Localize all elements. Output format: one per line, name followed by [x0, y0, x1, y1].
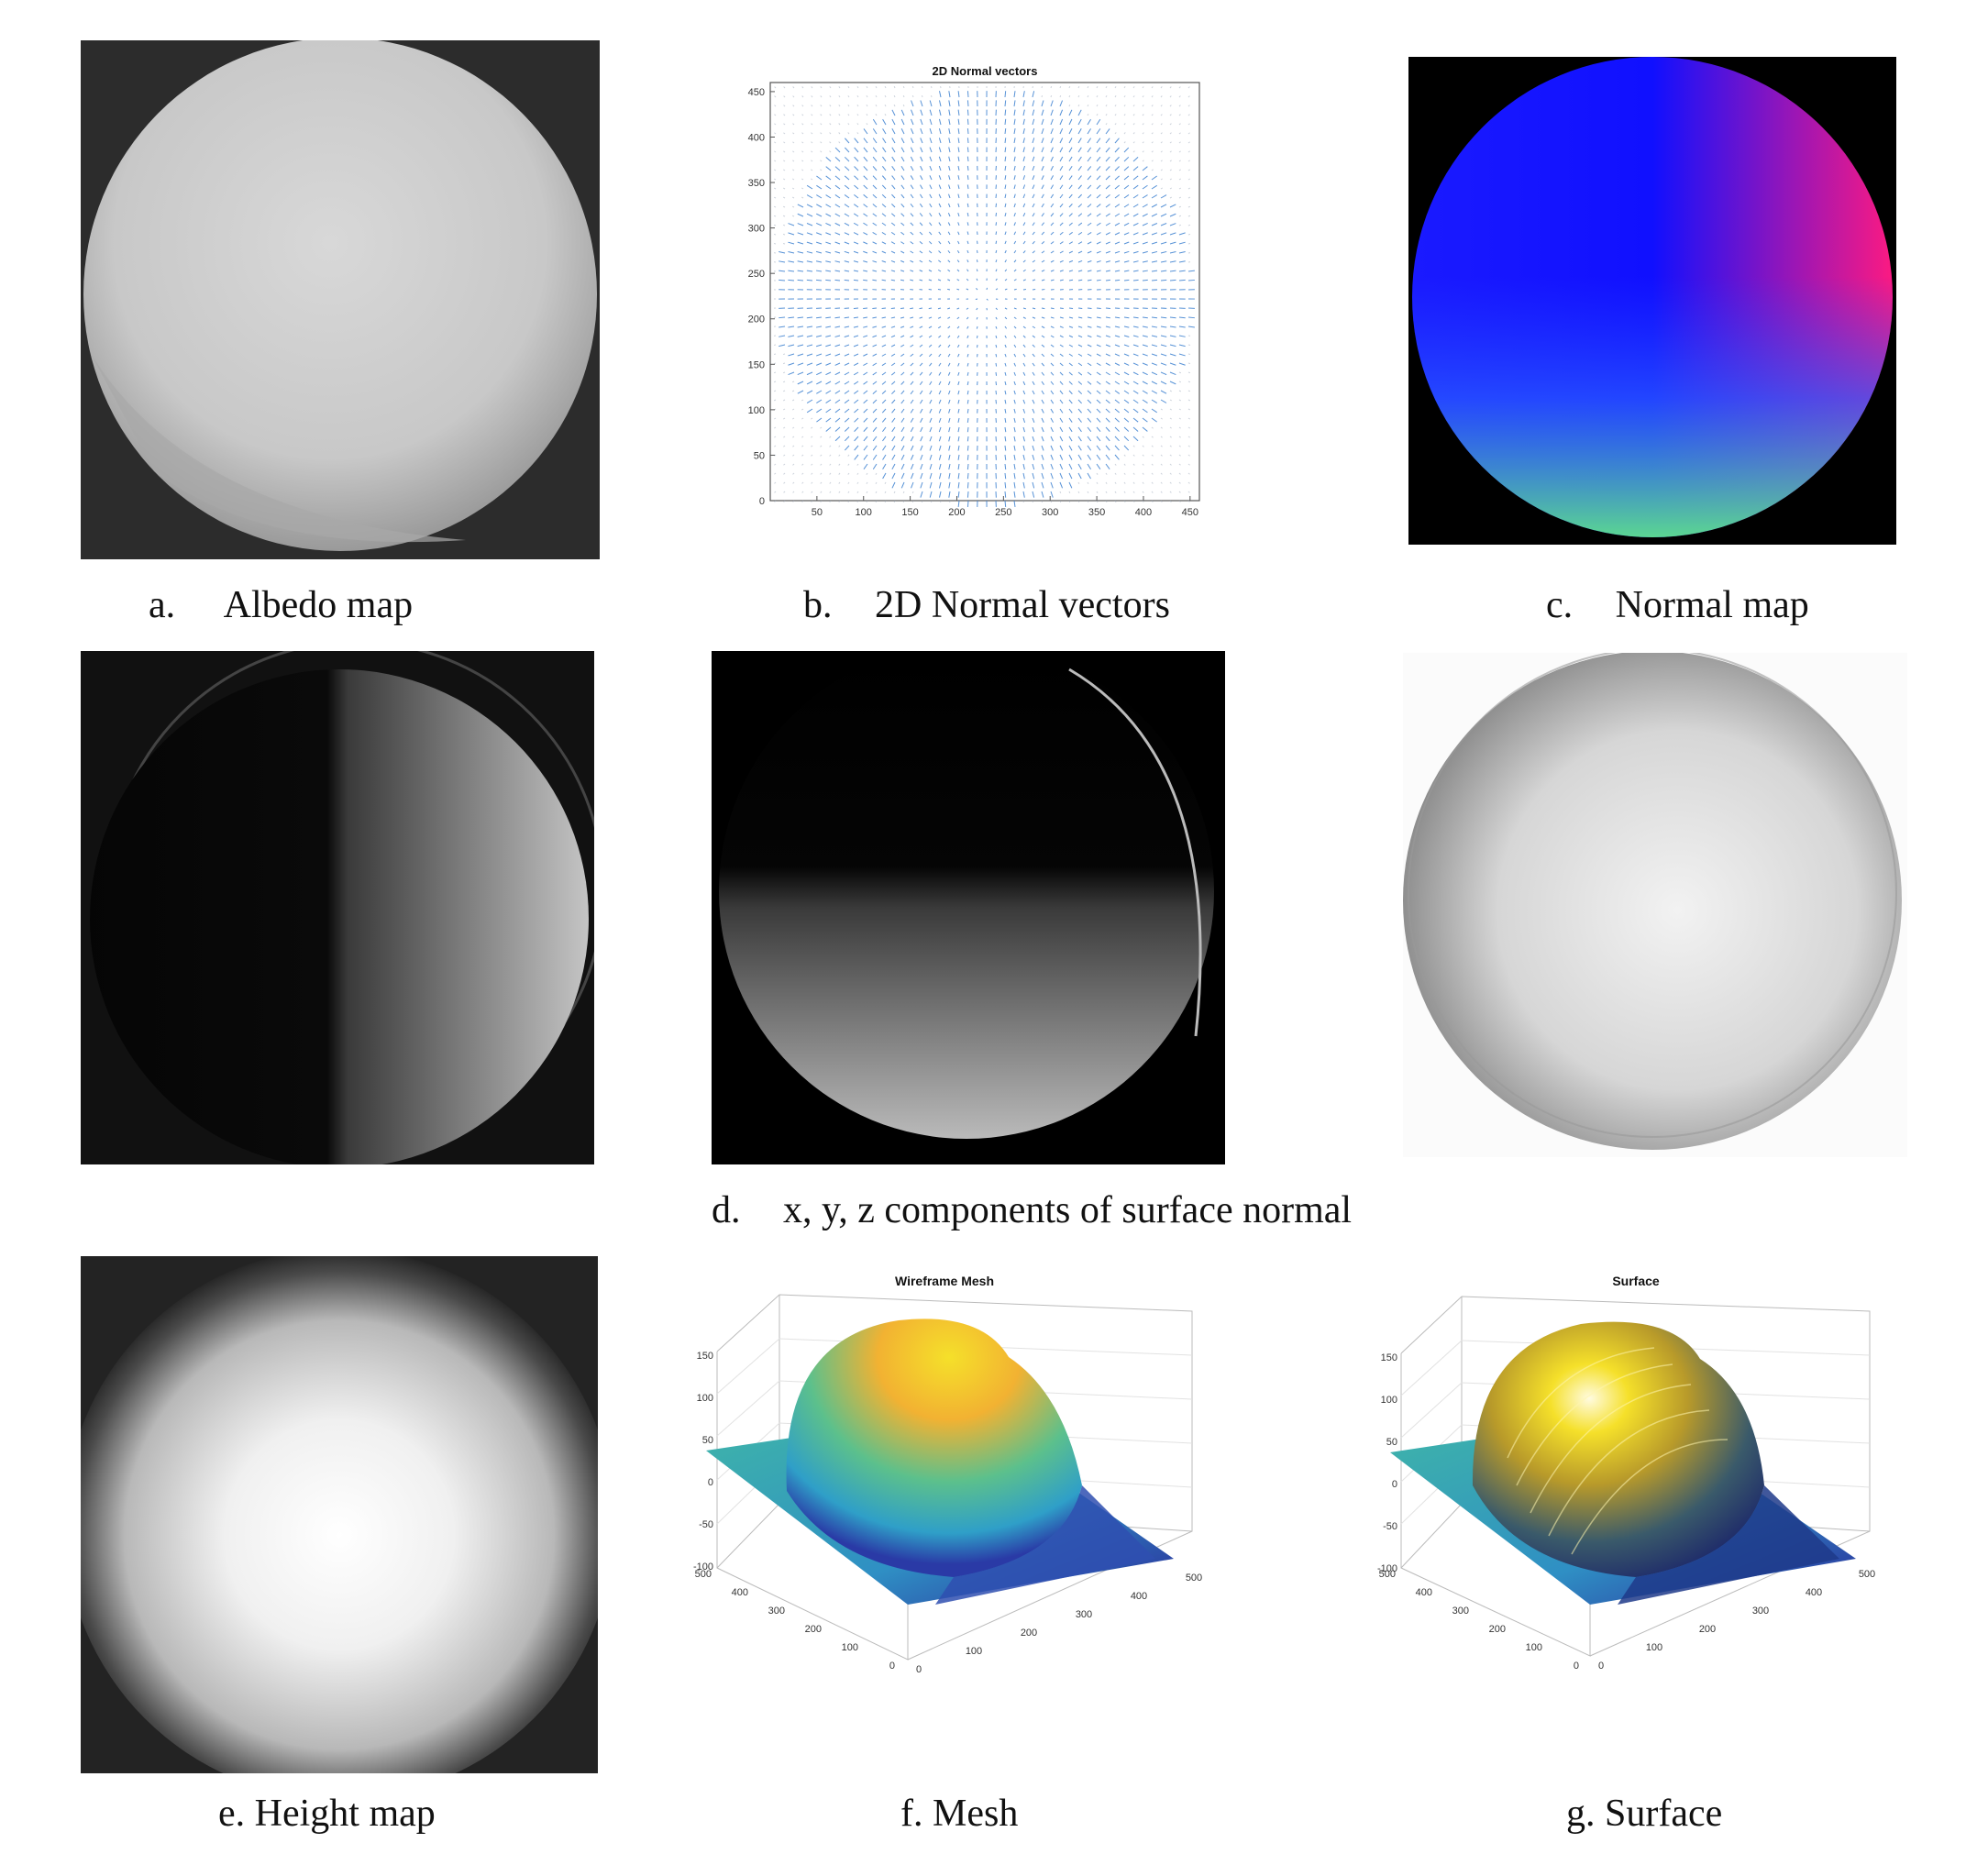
normal-map-image	[1408, 57, 1896, 545]
x-tick: 500	[1186, 1573, 1202, 1584]
mesh-title: Wireframe Mesh	[895, 1274, 994, 1288]
z-tick: -50	[1383, 1521, 1397, 1532]
quiver-y-tick: 50	[754, 450, 765, 461]
caption-c: c. Normal map	[1546, 583, 1809, 627]
y-tick: 500	[1379, 1569, 1396, 1580]
x-tick: 500	[1859, 1569, 1875, 1580]
x-tick: 100	[1646, 1642, 1662, 1653]
x-tick: 400	[1131, 1591, 1147, 1602]
caption-b: b. 2D Normal vectors	[803, 583, 1170, 627]
normal-y-component-image	[712, 651, 1225, 1164]
quiver-x-tick: 200	[948, 507, 965, 518]
caption-g: g. Surface	[1566, 1792, 1722, 1836]
x-tick: 300	[1752, 1606, 1769, 1617]
z-tick: -50	[699, 1519, 713, 1530]
quiver-svg: 2D Normal vectors 50 100 150 200 250 300 350 40…	[724, 59, 1220, 526]
caption-e-text: e. Height map	[218, 1793, 436, 1835]
y-tick: 100	[842, 1642, 858, 1653]
x-tick: 0	[1598, 1661, 1604, 1672]
caption-c-letter: c.	[1546, 584, 1574, 626]
quiver-x-tick: 300	[1042, 507, 1058, 518]
z-tick: -100	[1377, 1563, 1397, 1574]
quiver-y-tick: 250	[748, 269, 765, 280]
quiver-y-tick: 100	[748, 405, 765, 416]
surface-title: Surface	[1612, 1274, 1660, 1288]
z-tick: 0	[708, 1477, 713, 1488]
caption-c-text: Normal map	[1615, 584, 1809, 626]
quiver-y-tick: 150	[748, 359, 765, 370]
quiver-y-tick: 400	[748, 132, 765, 143]
x-tick: 0	[916, 1664, 922, 1675]
caption-e: e. Height map	[218, 1792, 436, 1836]
wireframe-mesh-plot: Wireframe Mesh 150 100 50 0 -50 -100 500 400 30…	[679, 1256, 1265, 1696]
caption-b-letter: b.	[803, 584, 833, 626]
quiver-x-tick: 450	[1182, 507, 1198, 518]
y-tick: 200	[1489, 1624, 1506, 1635]
y-tick: 0	[889, 1661, 895, 1672]
z-tick: 150	[697, 1351, 713, 1362]
quiver-title: 2D Normal vectors	[933, 64, 1038, 78]
quiver-x-tick: 100	[856, 507, 872, 518]
caption-a-letter: a.	[149, 584, 176, 626]
z-tick: 100	[1381, 1395, 1397, 1406]
quiver-y-tick: 0	[759, 496, 765, 507]
z-tick: 150	[1381, 1352, 1397, 1363]
quiver-x-tick: 350	[1088, 507, 1105, 518]
quiver-x-tick: 150	[901, 507, 918, 518]
surface-plot: Surface 150 100 50 0 -50 -100 500 400 300 200 100…	[1370, 1256, 1938, 1696]
y-tick: 500	[695, 1569, 712, 1580]
quiver-x-tick: 50	[812, 507, 823, 518]
y-tick: 100	[1526, 1642, 1542, 1653]
normal-vectors-plot: 2D Normal vectors 50 100 150 200 250 300 350 40…	[724, 59, 1220, 526]
z-tick: -100	[693, 1562, 713, 1573]
x-tick: 300	[1076, 1609, 1092, 1620]
quiver-y-tick: 350	[748, 178, 765, 189]
caption-g-text: g. Surface	[1566, 1793, 1723, 1835]
quiver-x-tick: 400	[1135, 507, 1152, 518]
y-tick: 300	[1452, 1606, 1469, 1617]
z-tick: 0	[1392, 1479, 1397, 1490]
x-tick: 200	[1699, 1624, 1716, 1635]
caption-f: f. Mesh	[900, 1792, 1018, 1836]
y-tick: 0	[1574, 1661, 1579, 1672]
z-tick: 50	[702, 1435, 713, 1446]
quiver-y-tick: 300	[748, 224, 765, 235]
x-tick: 200	[1021, 1628, 1037, 1639]
y-tick: 400	[732, 1587, 748, 1598]
albedo-map-image	[81, 40, 600, 559]
caption-b-text: 2D Normal vectors	[875, 584, 1170, 626]
caption-a: a. Albedo map	[149, 583, 413, 627]
y-tick: 300	[768, 1606, 785, 1617]
quiver-y-tick: 200	[748, 315, 765, 326]
quiver-x-tick: 250	[995, 507, 1011, 518]
z-tick: 100	[697, 1393, 713, 1404]
height-map-image	[81, 1256, 598, 1773]
caption-d-letter: d.	[712, 1189, 741, 1231]
normal-z-component-image	[1403, 653, 1907, 1157]
caption-f-text: f. Mesh	[900, 1793, 1019, 1835]
caption-d-text: x, y, z components of surface normal	[783, 1189, 1353, 1231]
normal-x-component-image	[81, 651, 594, 1164]
x-tick: 100	[966, 1646, 982, 1657]
z-tick: 50	[1386, 1437, 1397, 1448]
y-tick: 400	[1416, 1587, 1432, 1598]
x-tick: 400	[1806, 1587, 1822, 1598]
y-tick: 200	[805, 1624, 822, 1635]
caption-a-text: Albedo map	[223, 584, 414, 626]
quiver-y-tick: 450	[748, 87, 765, 98]
caption-d: d. x, y, z components of surface normal	[712, 1188, 1352, 1232]
